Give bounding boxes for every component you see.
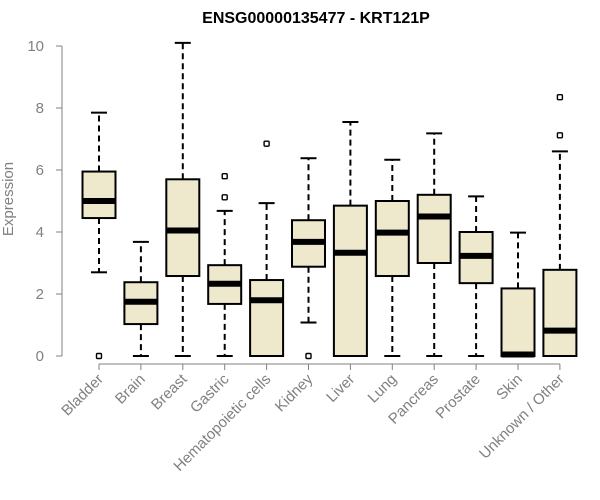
box-skin [500,231,536,358]
outlier-point [95,352,103,360]
outlier-point [556,93,564,101]
box-prostate [458,195,494,357]
y-tick-label: 8 [36,100,44,117]
iqr-box [416,193,452,264]
y-tick-label: 2 [36,286,44,303]
outlier-point [305,352,312,360]
y-tick-label: 6 [36,162,44,179]
x-tick-label: Bladder [58,371,107,420]
x-tick-label: Liver [323,371,358,406]
iqr-box [542,268,578,358]
iqr-box [500,287,536,358]
x-tick-label: Kidney [272,370,317,415]
iqr-box [81,170,117,220]
x-tick-label: Skin [493,371,526,404]
plot-area [81,41,578,360]
outlier-point [221,172,228,180]
chart-title: ENSG00000135477 - KRT121P [202,10,430,27]
outlier-point [263,140,270,147]
iqr-box [249,279,285,357]
box-lung [374,158,410,357]
x-tick-label: Brain [112,371,149,408]
box-gastric [207,172,243,357]
box-hematopoietic-cells [249,140,285,357]
outlier-point [221,194,228,201]
outlier-point [556,132,564,139]
box-kidney [291,157,326,360]
y-axis-label: Expression [0,162,17,236]
iqr-box [332,204,368,357]
y-axis: 0 2 4 6 8 10 [27,38,63,365]
box-bladder [81,111,117,360]
y-tick-label: 0 [36,348,44,365]
y-tick-label: 4 [36,224,44,241]
box-pancreas [416,132,452,357]
iqr-box [374,200,410,278]
y-tick-label: 10 [27,38,44,55]
box-brain [123,240,159,357]
box-unknown-other [542,93,578,358]
box-breast [165,41,201,357]
x-tick-label: Lung [365,371,401,407]
box-liver [332,120,368,357]
x-tick-label: Breast [148,370,191,413]
x-tick-label: Prostate [432,371,484,423]
